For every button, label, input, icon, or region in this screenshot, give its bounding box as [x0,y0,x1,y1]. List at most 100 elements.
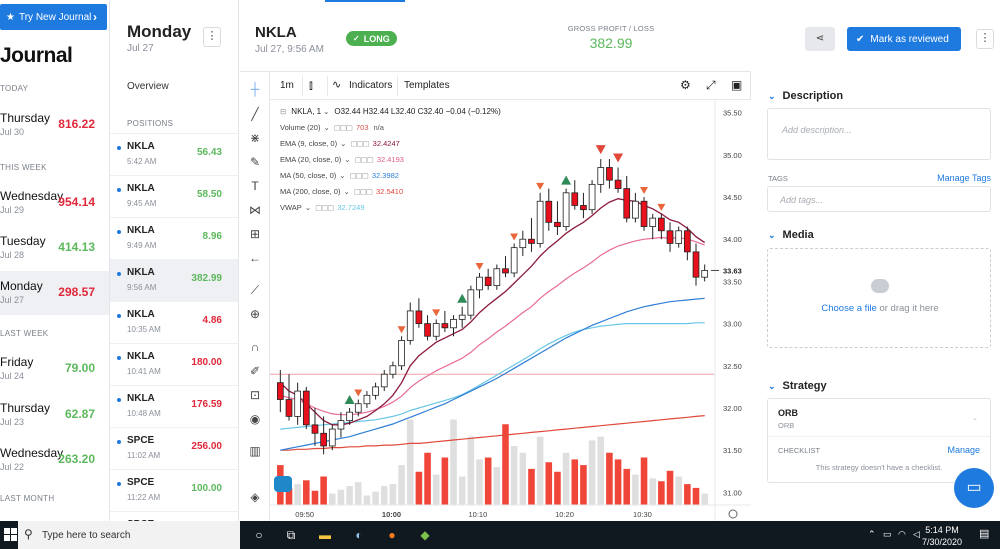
interval-button[interactable]: 1m [280,80,294,91]
chart-settings-icon[interactable] [728,509,738,519]
back-arrow-icon[interactable]: ← [249,251,261,265]
journal-day-item[interactable]: Wednesday Jul 29 954.14 [0,181,109,225]
task-view-icon[interactable]: ⧉ [286,528,296,542]
indicators-button[interactable]: Indicators [349,80,393,91]
file-explorer-icon[interactable]: ▬ [319,528,331,542]
indicator-controls-icon[interactable]: ▢▢▢ [354,155,374,164]
indicator-legend-row[interactable]: Volume (20) ⌄ ▢▢▢ 703 n/a [280,123,384,132]
trash-icon[interactable]: ▥ [249,444,261,458]
journal-day-item[interactable]: Wednesday Jul 22 263.20 [0,438,109,482]
indicators-icon[interactable]: ∿ [332,79,342,91]
indicator-legend-row[interactable]: MA (200, close, 0) ⌄ ▢▢▢ 32.5410 [280,187,403,196]
media-dropzone[interactable]: Choose a file or drag it here [767,248,991,348]
app-icon[interactable]: ◆ [420,528,430,542]
brush-icon[interactable]: ✎ [249,155,261,169]
network-icon[interactable]: ▭ [883,529,892,539]
volume-icon[interactable]: ◁ [913,529,920,539]
eye-icon[interactable]: ◉ [249,412,261,426]
chevron-down-icon[interactable]: ⌄ [972,415,978,422]
lock-drawing-icon[interactable]: ✐ [249,364,261,378]
trade-list-item[interactable]: NKLA 10:35 AM 4.86 [110,301,238,343]
settings-gear-icon[interactable]: ⚙ [680,78,691,92]
fullscreen-icon[interactable]: ⤢ [706,78,716,92]
indicator-controls-icon[interactable]: ▢▢▢ [333,123,353,132]
text-tool-icon[interactable]: T [251,179,259,193]
trade-list-item[interactable]: NKLA 9:49 AM 8.96 [110,217,238,259]
layers-icon[interactable]: ◈ [250,490,260,504]
price-tick-label: 32.50 [723,362,742,371]
journal-day-item[interactable]: Thursday Jul 23 62.87 [0,393,109,437]
trade-list-item[interactable]: NKLA 5:42 AM 56.43 [110,133,238,175]
indicator-legend-row[interactable]: VWAP ⌄ ▢▢▢ 32.7249 [280,203,365,212]
manage-checklist-link[interactable]: Manage [947,445,980,455]
journal-day-item[interactable]: Monday Jul 27 298.57 [0,271,109,315]
templates-button[interactable]: Templates [404,80,450,91]
indicator-legend-row[interactable]: MA (50, close, 0) ⌄ ▢▢▢ 32.3982 [280,171,399,180]
indicator-legend-row[interactable]: EMA (9, close, 0) ⌄ ▢▢▢ 32.4247 [280,139,400,148]
chevron-up-icon[interactable]: ⌃ [868,529,876,539]
taskbar-clock[interactable]: 5:14 PM 7/30/2020 [922,524,962,548]
day-menu-button[interactable]: ⋮ [203,27,221,47]
ruler-icon[interactable]: ⟋ [250,283,260,297]
cortana-icon[interactable]: ○ [255,528,263,542]
share-button[interactable]: ⋖ [805,27,835,51]
measure-icon[interactable]: ⊞ [249,227,261,241]
candle-type-icon[interactable]: ⫾ [309,78,313,92]
price-chart[interactable]: 35.50 35.00 34.50 34.00 33.50 33.00 32.50 32.00… [270,100,751,522]
overview-link[interactable]: Overview [127,81,169,92]
legend-toggle-icon[interactable]: ⊟ [280,107,287,116]
taskbar-search[interactable]: ⚲ Type here to search [18,521,240,549]
pattern-icon[interactable]: ⋈ [249,203,261,217]
windows-start-icon[interactable] [4,528,17,541]
indicator-controls-icon[interactable]: ▢▢▢ [349,171,369,180]
chevron-down-icon[interactable]: ⌄ [323,123,330,132]
chat-support-button[interactable]: ▭ [954,468,994,508]
journal-day-item[interactable]: Tuesday Jul 28 414.13 [0,226,109,270]
magnet-icon[interactable]: ∩ [250,340,260,354]
pitchfork-icon[interactable]: ⋇ [249,131,261,145]
camera-icon[interactable]: ▣ [731,78,743,92]
candle-body [675,230,683,244]
trade-time: 11:02 AM [127,451,161,460]
indicator-legend-row[interactable]: EMA (20, close, 0) ⌄ ▢▢▢ 32.4193 [280,155,404,164]
indicator-controls-icon[interactable]: ▢▢▢ [315,203,334,212]
firefox-icon[interactable]: ● [388,528,396,542]
indicator-controls-icon[interactable]: ▢▢▢ [353,187,373,196]
wifi-icon[interactable]: ◠ [898,529,906,539]
indicator-controls-icon[interactable]: ▢▢▢ [350,139,369,148]
media-header[interactable]: ⌄ Media [768,229,814,241]
chevron-down-icon[interactable]: ⌄ [340,139,347,148]
journal-day-item[interactable]: Thursday Jul 30 816.22 [0,103,109,147]
manage-tags-link[interactable]: Manage Tags [937,173,991,183]
notification-icon[interactable]: ▤ [979,528,990,540]
mark-reviewed-button[interactable]: ✔ Mark as reviewed [847,27,961,51]
crosshair-icon[interactable]: ┼ [250,82,260,96]
trend-line-icon[interactable]: ╱ [251,107,259,121]
try-new-journal-button[interactable]: ★ Try New Journal › [0,4,107,30]
strategy-header[interactable]: ⌄ Strategy [768,380,827,392]
trade-menu-button[interactable]: ⋮ [976,29,994,49]
lock-icon[interactable]: ⊡ [249,388,261,402]
tags-input[interactable]: Add tags... [767,186,991,212]
chevron-down-icon[interactable]: ⌄ [343,187,350,196]
trade-list-item[interactable]: NKLA 10:41 AM 180.00 [110,343,238,385]
chevron-down-icon[interactable]: ⌄ [344,155,351,164]
description-header[interactable]: ⌄ Description [768,90,843,102]
zoom-in-icon[interactable]: ⊕ [249,307,261,321]
trade-list-item[interactable]: NKLA 10:48 AM 176.59 [110,385,238,427]
candle-body [684,230,691,253]
strategy-select[interactable]: ORB [778,408,798,418]
app-icon[interactable]: ◐ [355,528,363,542]
chevron-down-icon[interactable]: ⌄ [304,203,312,212]
trade-list-item[interactable]: NKLA 9:45 AM 58.50 [110,175,238,217]
journal-day-item[interactable]: Friday Jul 24 79.00 [0,347,109,391]
chevron-down-icon[interactable]: ⌄ [339,171,346,180]
trade-list-item[interactable]: SPCE 11:22 AM 100.00 [110,469,238,511]
choose-file-link[interactable]: Choose a file [821,303,877,314]
day-title: Monday [127,22,192,41]
chevron-down-icon[interactable]: ⌄ [323,107,330,116]
trade-list-item[interactable]: NKLA 9:56 AM 382.99 [110,259,238,301]
trade-list-item[interactable]: SPCE 11:02 AM 256.00 [110,427,238,469]
description-input[interactable]: Add description... [767,108,991,160]
trade-list-item[interactable]: SPCE [110,511,238,521]
